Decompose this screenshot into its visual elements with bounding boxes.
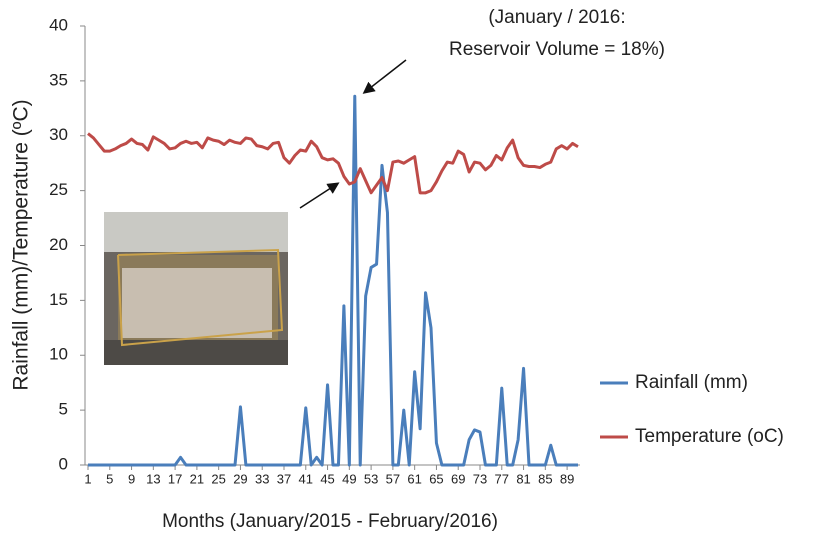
x-tick-label: 77 bbox=[495, 471, 509, 486]
x-tick-label: 49 bbox=[342, 471, 356, 486]
x-axis-title: Months (January/2015 - February/2016) bbox=[162, 511, 498, 532]
y-tick-label: 10 bbox=[49, 345, 68, 364]
legend-label: Temperature (oC) bbox=[635, 426, 784, 447]
y-tick-label: 5 bbox=[59, 400, 68, 419]
y-tick-label: 15 bbox=[49, 290, 68, 309]
y-tick-label: 20 bbox=[49, 235, 68, 254]
y-tick-label: 0 bbox=[59, 454, 68, 473]
x-tick-label: 33 bbox=[255, 471, 269, 486]
x-tick-label: 85 bbox=[538, 471, 552, 486]
x-tick-label: 45 bbox=[320, 471, 334, 486]
x-tick-label: 57 bbox=[386, 471, 400, 486]
x-tick-label: 25 bbox=[211, 471, 225, 486]
x-tick-label: 61 bbox=[407, 471, 421, 486]
x-tick-label: 17 bbox=[168, 471, 182, 486]
photo-inset bbox=[104, 212, 288, 365]
x-tick-label: 53 bbox=[364, 471, 378, 486]
x-tick-label: 21 bbox=[190, 471, 204, 486]
x-tick-label: 9 bbox=[128, 471, 135, 486]
arrow bbox=[362, 59, 407, 94]
y-tick-label: 35 bbox=[49, 70, 68, 89]
arrow bbox=[299, 182, 340, 209]
x-tick-label: 1 bbox=[84, 471, 91, 486]
x-tick-label: 29 bbox=[233, 471, 247, 486]
annotation: (January / 2016: bbox=[488, 7, 625, 28]
x-tick-label: 81 bbox=[516, 471, 530, 486]
y-tick-label: 40 bbox=[49, 15, 68, 34]
annotation: Reservoir Volume = 18%) bbox=[449, 39, 665, 60]
x-tick-label: 65 bbox=[429, 471, 443, 486]
x-tick-label: 89 bbox=[560, 471, 574, 486]
line bbox=[87, 132, 579, 195]
x-tick-label: 41 bbox=[299, 471, 313, 486]
y-axis-title: Rainfall (mm)/Temperature (ºC) bbox=[10, 99, 33, 390]
x-tick-label: 13 bbox=[146, 471, 160, 486]
x-tick-label: 37 bbox=[277, 471, 291, 486]
x-tick-label: 5 bbox=[106, 471, 113, 486]
x-tick-label: 73 bbox=[473, 471, 487, 486]
line bbox=[88, 94, 578, 467]
legend-label: Rainfall (mm) bbox=[635, 372, 748, 393]
x-tick-label: 69 bbox=[451, 471, 465, 486]
y-tick-label: 25 bbox=[49, 180, 68, 199]
y-tick-label: 30 bbox=[49, 125, 68, 144]
